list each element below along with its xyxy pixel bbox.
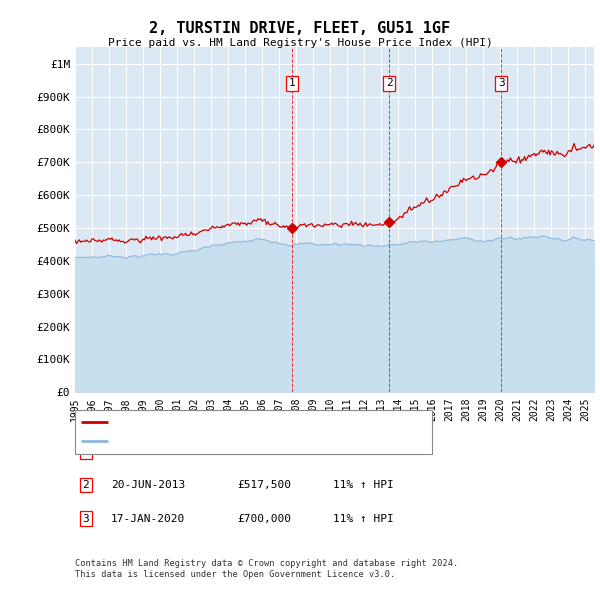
Text: 1: 1 bbox=[289, 78, 295, 88]
Text: 20-JUN-2013: 20-JUN-2013 bbox=[111, 480, 185, 490]
Text: This data is licensed under the Open Government Licence v3.0.: This data is licensed under the Open Gov… bbox=[75, 571, 395, 579]
Text: £517,500: £517,500 bbox=[237, 480, 291, 490]
Text: 2, TURSTIN DRIVE, FLEET, GU51 1GF (detached house): 2, TURSTIN DRIVE, FLEET, GU51 1GF (detac… bbox=[111, 417, 424, 427]
Text: 17-JAN-2020: 17-JAN-2020 bbox=[111, 514, 185, 523]
Text: £700,000: £700,000 bbox=[237, 514, 291, 523]
Text: £500,000: £500,000 bbox=[237, 447, 291, 456]
Text: HPI: Average price, detached house, Hart: HPI: Average price, detached house, Hart bbox=[111, 437, 361, 446]
Text: Price paid vs. HM Land Registry's House Price Index (HPI): Price paid vs. HM Land Registry's House … bbox=[107, 38, 493, 48]
Text: 2, TURSTIN DRIVE, FLEET, GU51 1GF: 2, TURSTIN DRIVE, FLEET, GU51 1GF bbox=[149, 21, 451, 35]
Text: 1: 1 bbox=[82, 447, 89, 456]
Text: Contains HM Land Registry data © Crown copyright and database right 2024.: Contains HM Land Registry data © Crown c… bbox=[75, 559, 458, 568]
Text: 12% ↑ HPI: 12% ↑ HPI bbox=[333, 447, 394, 456]
Text: 27-SEP-2007: 27-SEP-2007 bbox=[111, 447, 185, 456]
Text: 3: 3 bbox=[498, 78, 505, 88]
Text: 11% ↑ HPI: 11% ↑ HPI bbox=[333, 480, 394, 490]
Text: 2: 2 bbox=[82, 480, 89, 490]
Text: 11% ↑ HPI: 11% ↑ HPI bbox=[333, 514, 394, 523]
Text: 3: 3 bbox=[82, 514, 89, 523]
Text: 2: 2 bbox=[386, 78, 392, 88]
